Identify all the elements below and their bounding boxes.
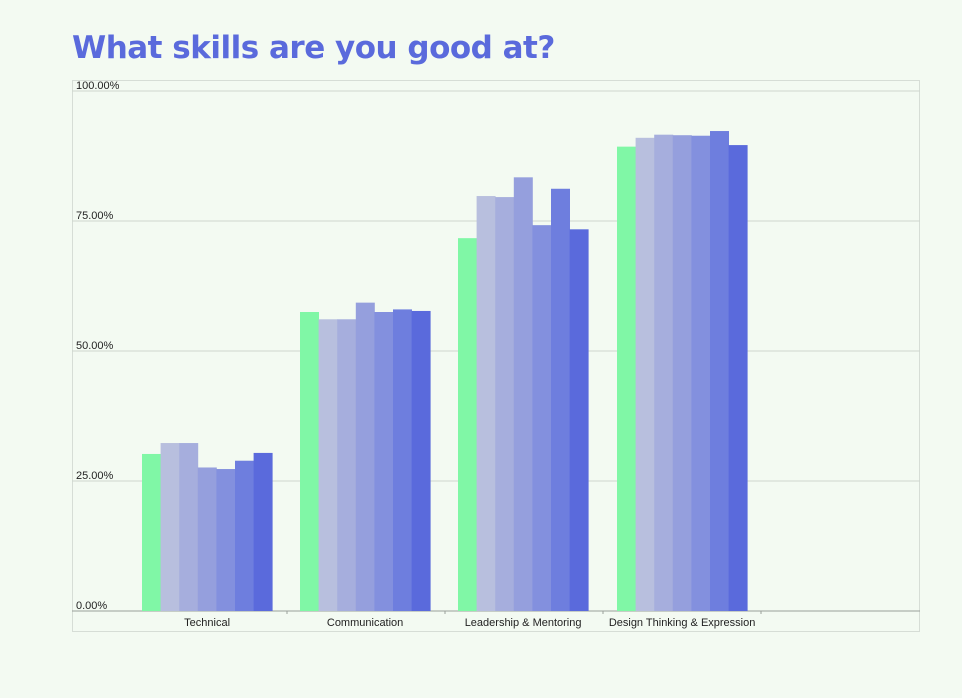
bar [513, 177, 533, 611]
bar [393, 309, 412, 611]
bar [216, 469, 236, 611]
bar [458, 238, 477, 611]
bar [672, 135, 692, 611]
bar [728, 145, 748, 611]
bar [337, 319, 357, 611]
x-tick-label: Design Thinking & Expression [609, 617, 756, 629]
bar [160, 443, 180, 611]
bar [142, 453, 161, 611]
bar [300, 312, 319, 611]
bar [411, 310, 431, 611]
bar [635, 137, 655, 612]
bar [569, 229, 589, 611]
x-tick-label: Communication [327, 617, 403, 629]
bar [235, 460, 254, 611]
x-tick-label: Technical [184, 617, 230, 629]
bar [691, 135, 711, 611]
bar [654, 134, 674, 611]
bar [495, 197, 515, 611]
bar [532, 225, 552, 611]
bar [355, 302, 375, 611]
bar [318, 319, 338, 611]
x-tick-label: Leadership & Mentoring [465, 617, 582, 629]
y-tick-label: 0.00% [76, 600, 107, 612]
chart-title: What skills are you good at? [72, 30, 555, 66]
chart-frame [72, 80, 920, 632]
y-tick-label: 25.00% [76, 470, 114, 482]
y-tick-label: 50.00% [76, 340, 114, 352]
bar [476, 196, 496, 611]
bar [179, 443, 199, 611]
bar [374, 312, 394, 611]
y-tick-label: 75.00% [76, 210, 114, 222]
bar-chart: 0.00% 25.00% 50.00% 75.00% 100.00% Technical C… [72, 80, 920, 632]
bar [617, 146, 636, 611]
bar [710, 131, 729, 611]
bar [197, 467, 217, 611]
chart-area: 0.00% 25.00% 50.00% 75.00% 100.00% Technical C… [72, 80, 920, 632]
bar [551, 188, 570, 611]
y-tick-label: 100.00% [76, 80, 120, 92]
bar [253, 452, 273, 611]
